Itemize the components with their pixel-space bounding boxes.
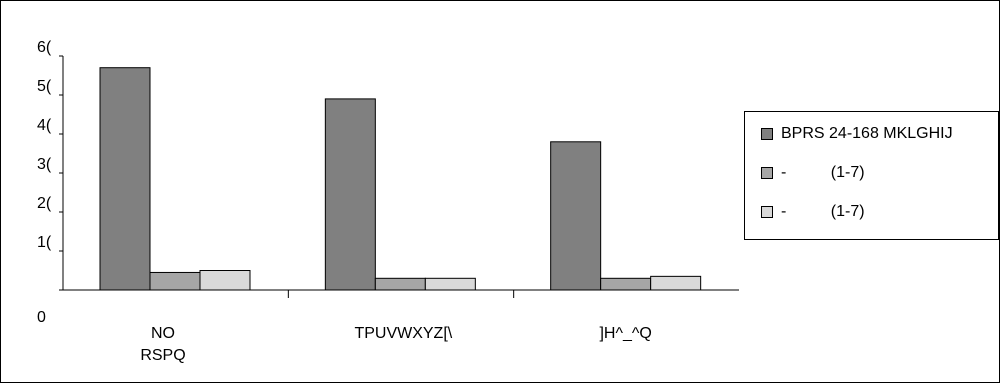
x-tick-label: TPUVWXYZ[\ — [354, 325, 452, 342]
legend-swatch — [761, 206, 773, 218]
legend-label: - (1-7) — [781, 203, 865, 220]
bar — [149, 271, 201, 291]
x-tick-label: ]H^_^Q — [599, 325, 651, 342]
legend-label: - (1-7) — [781, 164, 865, 181]
legend-swatch — [761, 128, 773, 140]
legend-item: BPRS 24-168 MKLGHIJ — [745, 123, 953, 145]
bar — [199, 270, 251, 291]
x-tick-label: NO — [151, 325, 175, 342]
bar — [600, 277, 652, 291]
y-tick-label: 5( — [37, 78, 52, 95]
y-tick-label: 0 — [37, 309, 46, 326]
x-tick-label: RSPQ — [140, 347, 185, 364]
bar — [550, 141, 602, 291]
bar — [424, 277, 476, 291]
bar — [650, 275, 702, 291]
bar — [324, 98, 376, 291]
legend-swatch — [761, 167, 773, 179]
legend-label: BPRS 24-168 MKLGHIJ — [781, 125, 953, 142]
y-tick-label: 3( — [37, 156, 52, 173]
bar — [99, 67, 151, 291]
y-tick-label: 4( — [37, 117, 52, 134]
y-tick-label: 1( — [37, 234, 52, 251]
y-tick-label: 6( — [37, 39, 52, 56]
legend: BPRS 24-168 MKLGHIJ - (1-7) - (1-7) — [744, 111, 999, 240]
legend-item: - (1-7) — [745, 162, 865, 184]
bar — [374, 277, 426, 291]
plot-area — [63, 56, 739, 290]
y-tick-label: 2( — [37, 195, 52, 212]
legend-item: - (1-7) — [745, 201, 865, 223]
